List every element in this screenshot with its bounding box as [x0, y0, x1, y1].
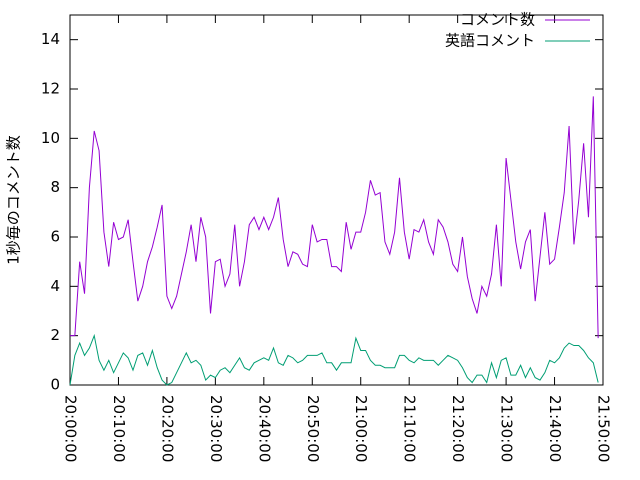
x-tick-label: 21:00:00: [352, 395, 370, 462]
x-tick-label: 21:20:00: [449, 395, 467, 462]
y-tick-label: 0: [50, 376, 60, 394]
y-tick-label: 2: [50, 326, 60, 344]
legend-label: コメント数: [460, 11, 535, 29]
y-axis-label: 1秒毎のコメント数: [5, 135, 23, 265]
y-tick-label: 10: [41, 129, 60, 147]
x-tick-label: 21:50:00: [595, 395, 613, 462]
x-tick-label: 20:30:00: [207, 395, 225, 462]
x-tick-label: 21:30:00: [498, 395, 516, 462]
series-line: [69, 333, 599, 386]
y-tick-label: 14: [41, 30, 60, 48]
x-tick-label: 21:40:00: [546, 395, 564, 462]
x-tick-label: 20:40:00: [255, 395, 273, 462]
x-tick-label: 21:10:00: [401, 395, 419, 462]
plot-border: [69, 14, 604, 386]
x-tick-label: 20:50:00: [304, 395, 322, 462]
x-tick-label: 20:00:00: [62, 395, 80, 462]
y-tick-label: 6: [50, 228, 60, 246]
y-tick-label: 12: [41, 80, 60, 98]
y-tick-label: 4: [50, 277, 60, 295]
x-tick-label: 20:20:00: [158, 395, 176, 462]
legend-label: 英語コメント: [445, 32, 535, 50]
y-tick-label: 8: [50, 178, 60, 196]
x-tick-label: 20:10:00: [110, 395, 128, 462]
series-line: [70, 96, 599, 339]
